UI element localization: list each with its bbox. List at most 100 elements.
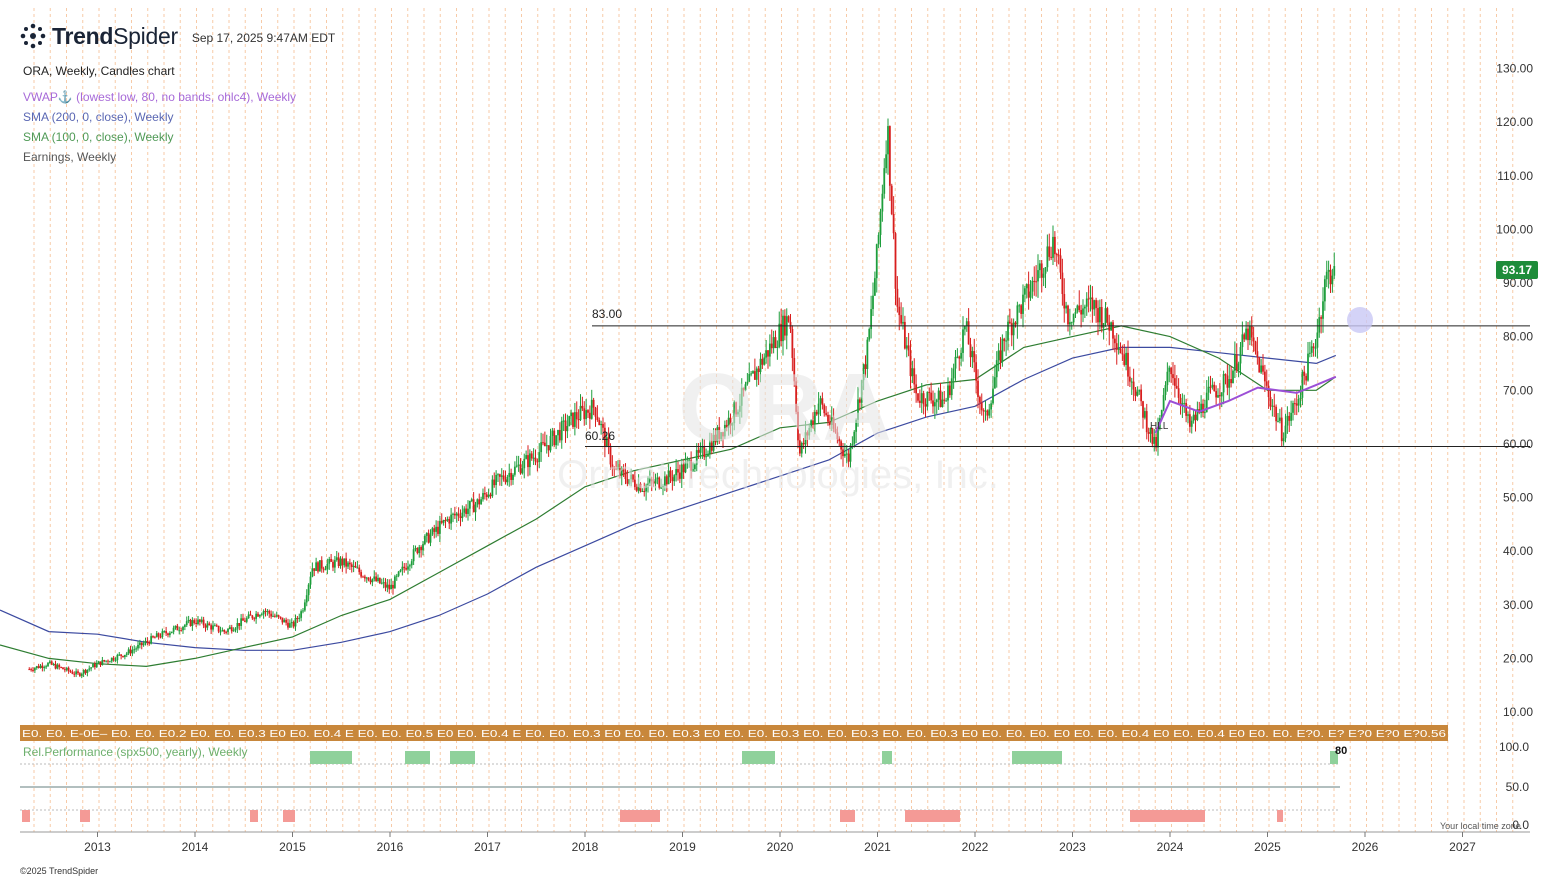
candle-body [405,568,408,570]
candle-body [1010,323,1013,336]
candle-body [153,637,156,639]
candle-body [956,356,959,358]
candle-body [543,442,546,447]
candle-body [1181,403,1184,406]
candle-body [695,450,698,465]
candle-body [395,575,398,577]
candle-body [253,618,256,620]
candle-body [588,412,591,419]
candle-body [939,390,942,407]
candle-body [926,391,929,407]
legend-vwap[interactable]: VWAP⚓ (lowest low, 80, no bands, ohlc4),… [23,90,297,104]
candle-body [630,474,633,480]
candle-body [1275,406,1278,422]
candle-body [448,519,451,524]
drawing-handle[interactable] [1347,307,1373,333]
candle-body [1147,432,1150,434]
legend-sma100[interactable]: SMA (100, 0, close), Weekly [23,130,174,144]
candle-body [1297,399,1300,406]
timezone-label[interactable]: Your local time zone [1440,821,1521,831]
candle-body [1149,427,1152,434]
candle-body [482,493,484,500]
candle-body [502,475,505,480]
candle-body [680,464,683,479]
candle-body [1247,328,1249,341]
candle-body [339,558,342,567]
candle-body [967,321,970,345]
legend-sma200[interactable]: SMA (200, 0, close), Weekly [23,110,174,124]
candle-body [444,519,447,521]
candle-body [1282,438,1285,442]
candle-body [185,621,188,626]
candle-body [77,671,79,674]
candle-body [78,673,81,676]
vertical-gridlines [33,8,1514,832]
candle-body [176,625,179,631]
time-axis: 2013 2014 2015 2016 2017 2018 2019 2020 2021 2022… [20,831,1530,854]
legend-title[interactable]: ORA, Weekly, Candles chart [23,64,175,78]
candle-body [626,479,629,484]
candle-body [292,622,295,627]
candle-body [770,343,773,349]
candle-body [294,617,297,627]
header: TrendSpider Sep 17, 2025 9:47AM EDT [20,20,335,52]
rel-performance-label[interactable]: Rel.Performance (spx500, yearly), Weekly [23,745,248,759]
candle-body [995,360,998,378]
candle-body [990,403,993,410]
sma100-line [0,325,1337,668]
rel-up-area [1330,751,1338,764]
candle-body [617,468,619,470]
candle-body [373,576,376,579]
candle-body [767,350,769,357]
candle-body [1121,353,1124,355]
earnings-bar [20,725,1448,741]
candle-body [138,642,141,645]
candle-body [298,617,301,619]
candle-body [665,476,668,485]
rel-up-area [450,751,475,764]
candle-body [127,649,130,654]
candle-body [165,631,168,634]
candle-body [915,384,918,394]
candle-body [1065,305,1068,309]
candle-body [195,622,198,625]
candle-body [377,577,379,582]
candle-body [920,393,923,403]
candle-body [977,380,979,397]
candle-body [663,476,666,486]
candle-body [412,549,415,562]
rel-tick-label: 0.0 [1512,818,1529,832]
y-tick-label: 90.00 [1503,276,1533,290]
candle-body [427,532,430,543]
candle-body [598,420,601,426]
candle-body [534,457,537,462]
candle-body [1260,365,1263,373]
candle-body [1018,305,1021,307]
candle-body [1044,267,1047,274]
candle-body [272,615,274,617]
candle-body [825,413,828,415]
candle-body [163,631,166,633]
candle-body [399,570,402,572]
candle-body [545,445,548,447]
y-tick-label: 50.00 [1503,491,1533,505]
candle-body [635,487,638,491]
candle-body [1187,414,1189,416]
candle-body [587,410,589,413]
candle-body [1211,384,1214,388]
candle-body [219,631,222,633]
candle-body [605,437,608,447]
candle-body [1228,379,1231,388]
candle-body [600,423,603,426]
candle-body [403,566,406,569]
candle-body [1203,412,1206,414]
candle-body [823,404,826,414]
candle-body [1295,403,1298,406]
candle-body [768,343,771,357]
candle-body [1046,246,1049,268]
candle-body [860,380,863,403]
candle-body [92,664,94,668]
horizontal-levels[interactable] [585,325,1530,448]
legend-earnings[interactable]: Earnings, Weekly [23,150,117,164]
